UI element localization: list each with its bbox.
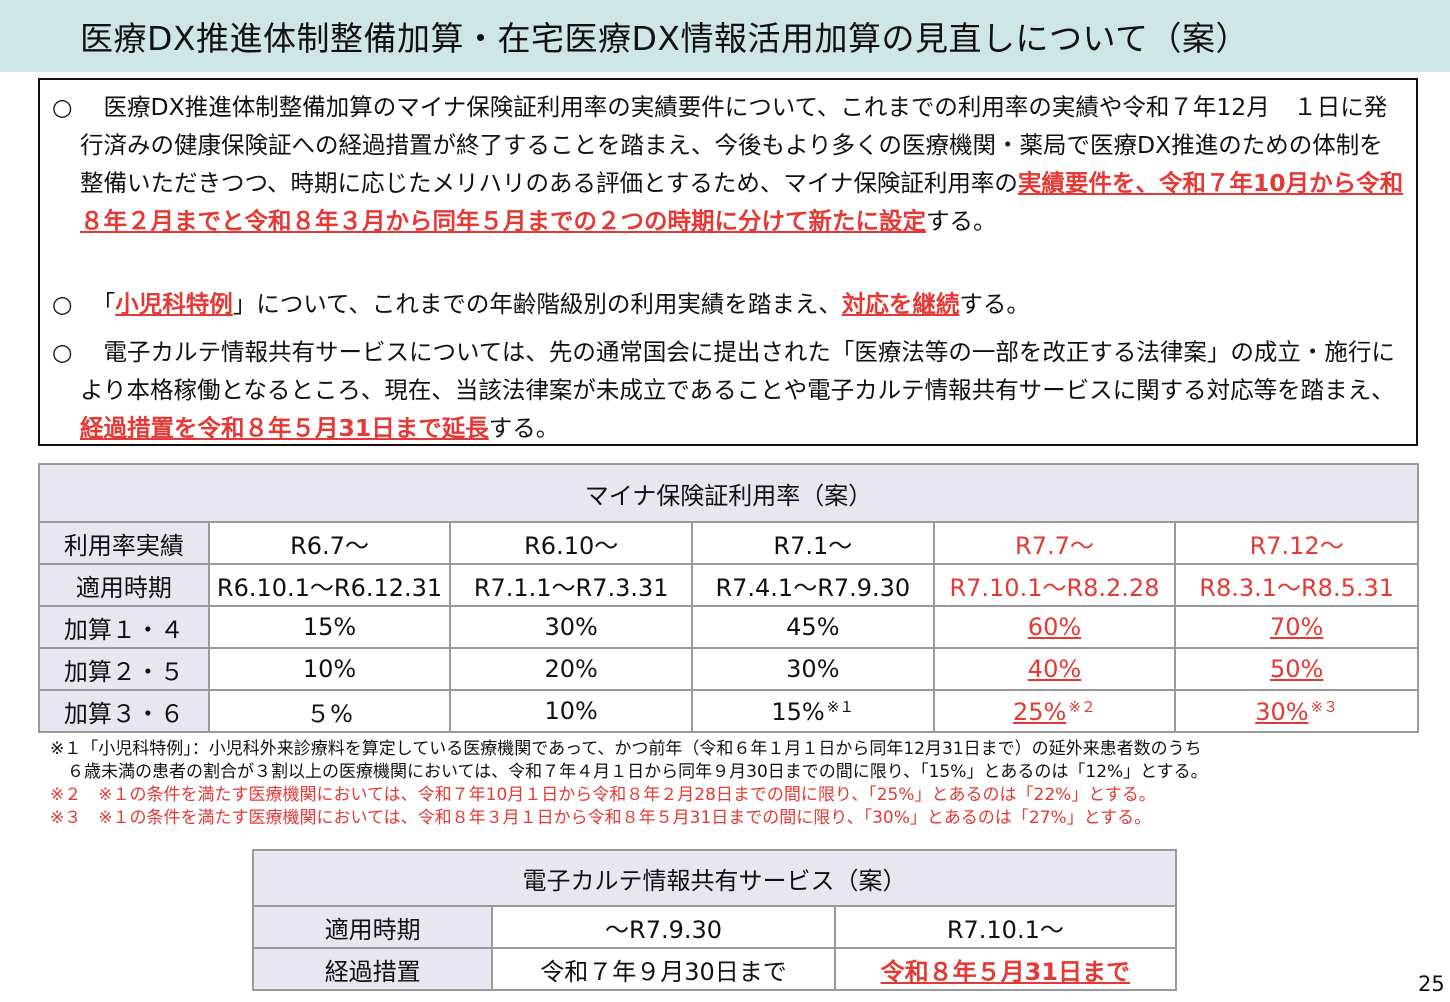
table-cell: 20%: [449, 647, 694, 691]
table-cell: 15%: [207, 605, 452, 649]
table-row: 加算１・４ 15% 30% 45% 60% 70%: [38, 605, 1419, 649]
table-cell: 令和８年５月31日まで: [833, 947, 1178, 991]
table-row: 加算３・６ ５% 10% 15% ※１ 25% ※２ 30% ※３: [38, 689, 1419, 733]
table-cell: 40%: [932, 647, 1177, 691]
bullet-2-emphasis-1: 小児科特例: [115, 290, 233, 318]
bullet-2-part2: 」について、これまでの年齢階級別の利用実績を踏まえ、: [232, 290, 842, 318]
page-title: 医療DX推進体制整備加算・在宅医療DX情報活用加算の見直しについて（案）: [80, 19, 1250, 58]
table-row: 経過措置 令和７年９月30日まで 令和８年５月31日まで: [251, 947, 1178, 991]
bullet-mark: ○: [52, 93, 73, 121]
table-cell: ～R7.9.30: [491, 905, 836, 949]
row-label: 加算３・６: [38, 689, 210, 733]
row-label: 適用時期: [38, 563, 210, 607]
row-label: 加算１・４: [38, 605, 210, 649]
table-cell: 15% ※１: [691, 689, 935, 733]
ehr-table-title: 電子カルテ情報共有サービス（案）: [252, 849, 1177, 907]
table-cell: R8.3.1～R8.5.31: [1174, 563, 1419, 607]
table-cell: 25% ※２: [932, 689, 1177, 733]
bullet-2-text: 「小児科特例」について、これまでの年齢階級別の利用実績を踏まえ、対応を継続する。: [80, 285, 1406, 323]
footnote-2: ※２ ※１の条件を満たす医療機関においては、令和７年10月１日から令和８年２月2…: [50, 785, 1156, 805]
cell-value: 30%: [1255, 698, 1309, 726]
table-cell: R6.7～: [207, 521, 452, 565]
ehr-service-table: 電子カルテ情報共有サービス（案） 適用時期 ～R7.9.30 R7.10.1～ …: [251, 849, 1178, 991]
table-cell: R7.1～: [691, 521, 935, 565]
bullet-1-emphasis: 実績要件を、令和７年10月から令和８年２月までと令和８年３月から同年５月までの２…: [80, 169, 1404, 235]
row-label: 適用時期: [251, 905, 494, 949]
footnotes: ※１「小児科特例」：小児科外来診療料を算定している医療機関であって、かつ前年（令…: [50, 738, 1420, 830]
table-cell: R7.7～: [932, 521, 1177, 565]
bullet-3-text: 電子カルテ情報共有サービスについては、先の通常国会に提出された「医療法等の一部を…: [80, 333, 1406, 447]
bullet-2-part1: 「: [80, 290, 116, 318]
table-cell: 70%: [1174, 605, 1419, 649]
table-cell: R7.10.1～: [833, 905, 1178, 949]
footnote-1b: ６歳未満の患者の割合が３割以上の医療機関においては、令和７年４月１日から同年９月…: [50, 762, 1208, 782]
table-cell: 令和７年９月30日まで: [491, 947, 836, 991]
footnote-ref: ※２: [1068, 698, 1096, 716]
table-cell: 30% ※３: [1174, 689, 1419, 733]
table-cell: 10%: [207, 647, 452, 691]
table-cell: R7.1.1～R7.3.31: [449, 563, 694, 607]
table-cell: 45%: [691, 605, 935, 649]
table-row: 利用率実績 R6.7～ R6.10～ R7.1～ R7.7～ R7.12～: [38, 521, 1419, 565]
cell-value: 15%: [771, 698, 825, 726]
table-cell: 50%: [1174, 647, 1419, 691]
cell-value: 25%: [1013, 698, 1067, 726]
table-row: 加算２・５ 10% 20% 30% 40% 50%: [38, 647, 1419, 691]
bullet-1-after: する。: [926, 207, 997, 235]
bullet-1-before: 医療DX推進体制整備加算のマイナ保険証利用率の実績要件について、これまでの利用率…: [80, 93, 1388, 197]
row-label: 加算２・５: [38, 647, 210, 691]
table-cell: 30%: [691, 647, 935, 691]
table-cell: 60%: [932, 605, 1177, 649]
table-cell: R7.10.1～R8.2.28: [932, 563, 1177, 607]
table-cell: 10%: [449, 689, 694, 733]
row-label: 利用率実績: [38, 521, 210, 565]
bullet-mark: ○: [52, 290, 73, 318]
bullet-3-after: する。: [488, 414, 560, 442]
cell-value: ５%: [306, 699, 353, 728]
bullet-mark: ○: [52, 338, 73, 366]
page-number: 25: [1418, 972, 1445, 996]
table-cell: ５%: [207, 689, 452, 733]
footnote-1a: ※１「小児科特例」：小児科外来診療料を算定している医療機関であって、かつ前年（令…: [50, 739, 1202, 759]
summary-box: ○ 医療DX推進体制整備加算のマイナ保険証利用率の実績要件について、これまでの利…: [38, 78, 1418, 446]
footnote-ref: ※３: [1310, 698, 1339, 716]
row-label: 経過措置: [251, 947, 494, 991]
footnote-ref: ※１: [826, 698, 855, 716]
table-cell: R6.10.1～R6.12.31: [207, 563, 452, 607]
cell-value: 10%: [544, 697, 598, 725]
footnote-3: ※３ ※１の条件を満たす医療機関においては、令和８年３月１日から令和８年５月31…: [50, 808, 1152, 828]
bullet-1-text: 医療DX推進体制整備加算のマイナ保険証利用率の実績要件について、これまでの利用率…: [80, 88, 1406, 240]
table-row: 適用時期 R6.10.1～R6.12.31 R7.1.1～R7.3.31 R7.…: [38, 563, 1419, 607]
title-bar: 医療DX推進体制整備加算・在宅医療DX情報活用加算の見直しについて（案）: [0, 0, 1450, 72]
table-cell: R7.12～: [1174, 521, 1419, 565]
bullet-2-part3: する。: [959, 290, 1030, 318]
table-cell: R6.10～: [449, 521, 694, 565]
bullet-3-emphasis: 経過措置を令和８年５月31日まで延長: [80, 414, 489, 442]
bullet-3-before: 電子カルテ情報共有サービスについては、先の通常国会に提出された「医療法等の一部を…: [80, 338, 1395, 404]
table-row: 適用時期 ～R7.9.30 R7.10.1～: [251, 905, 1178, 949]
table-cell: 30%: [449, 605, 694, 649]
usage-rate-table: マイナ保険証利用率（案） 利用率実績 R6.7～ R6.10～ R7.1～ R7…: [38, 463, 1419, 733]
table-cell: R7.4.1～R7.9.30: [691, 563, 935, 607]
usage-rate-table-title: マイナ保険証利用率（案）: [38, 463, 1419, 523]
bullet-2-emphasis-2: 対応を継続: [841, 290, 960, 318]
